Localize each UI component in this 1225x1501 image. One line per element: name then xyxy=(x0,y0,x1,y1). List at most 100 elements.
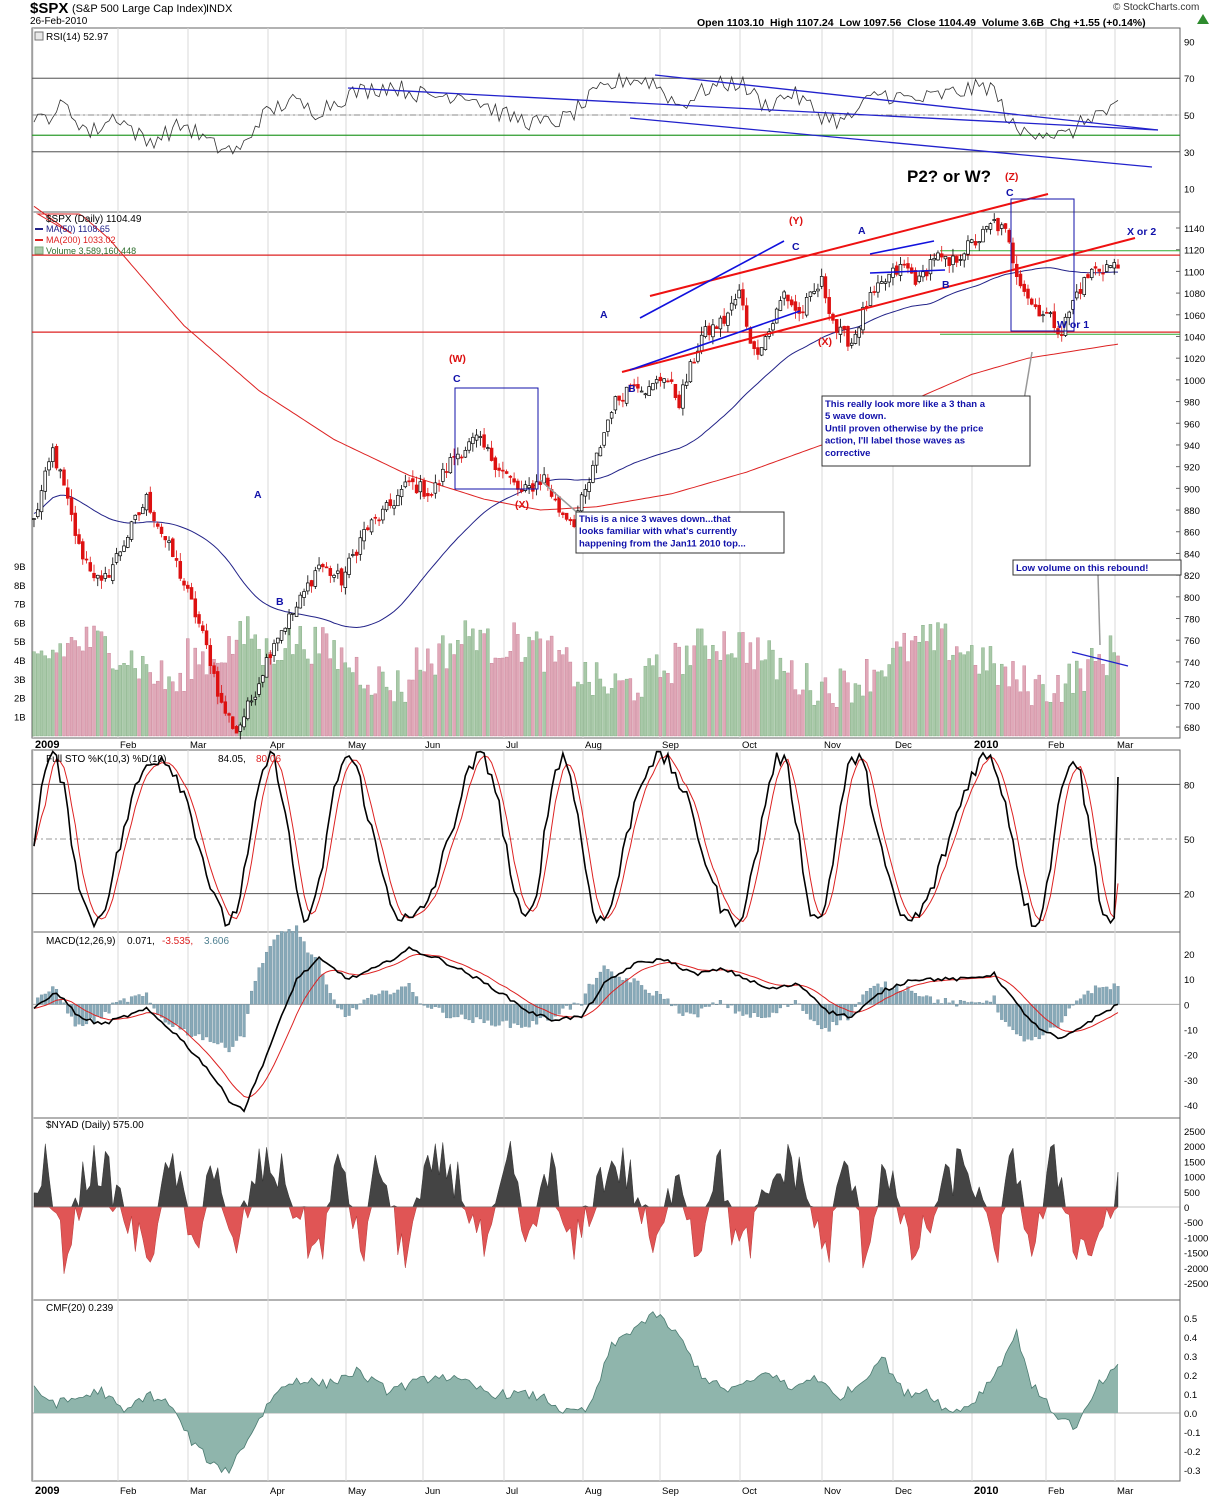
volume-bar xyxy=(771,649,775,737)
volume-bar xyxy=(197,664,201,737)
volume-bar xyxy=(1056,675,1060,737)
macd-histogram-bar xyxy=(336,1004,340,1009)
macd-histogram-bar xyxy=(606,969,610,1005)
candle-body xyxy=(759,347,764,356)
candle-body xyxy=(459,456,464,459)
volume-bar xyxy=(246,616,250,737)
channel-blue-2 xyxy=(629,310,801,371)
macd-tick: -20 xyxy=(1184,1051,1198,1062)
macd-histogram-bar xyxy=(940,1003,944,1005)
volume-bar xyxy=(343,662,348,737)
rsi-tick: 50 xyxy=(1184,111,1195,122)
macd-histogram-bar xyxy=(137,994,141,1005)
macd-histogram-bar xyxy=(1000,1004,1004,1020)
candle-body xyxy=(917,275,921,282)
macd-histogram-bar xyxy=(1116,986,1120,1005)
month-label: 2009 xyxy=(35,1485,59,1497)
nyad-tick: 2000 xyxy=(1184,1142,1205,1153)
candle-body xyxy=(73,512,78,536)
volume-bar xyxy=(643,665,648,737)
candle-body xyxy=(602,432,606,446)
macd-tick: -30 xyxy=(1184,1076,1198,1087)
candle-body xyxy=(429,494,434,496)
macd-histogram-bar xyxy=(400,986,404,1005)
volume-bar xyxy=(797,694,801,737)
candle-body xyxy=(257,683,261,695)
candle-body xyxy=(1029,298,1034,305)
volume-bar xyxy=(729,653,734,737)
macd-histogram-bar xyxy=(625,978,629,1005)
sto-panel xyxy=(31,749,1181,933)
macd-histogram-bar xyxy=(325,984,329,1005)
candle-body xyxy=(861,307,865,331)
volume-bar xyxy=(84,626,89,737)
candle-body xyxy=(643,393,648,396)
candle-body xyxy=(69,497,74,515)
nyad-tick: -2000 xyxy=(1184,1264,1208,1275)
volume-bar xyxy=(988,646,993,737)
candle-body xyxy=(681,384,685,409)
volume-bar xyxy=(925,641,929,737)
volume-bar xyxy=(591,695,595,737)
volume-bar xyxy=(1018,691,1023,737)
candle-body xyxy=(591,464,595,483)
volume-bar xyxy=(947,660,951,737)
macd-histogram-bar xyxy=(955,1004,959,1007)
macd-histogram-bar xyxy=(688,1004,692,1014)
candle-body xyxy=(358,537,363,555)
macd-histogram-bar xyxy=(880,987,884,1005)
volume-bar xyxy=(92,625,96,737)
volume-bar xyxy=(324,633,329,737)
rsi-trendline-2 xyxy=(654,74,1159,131)
candle-body xyxy=(309,580,314,587)
volume-bar xyxy=(894,641,899,737)
volume-bar xyxy=(489,663,494,737)
candle-body xyxy=(744,305,749,327)
candle-body xyxy=(1112,262,1116,269)
macd-histogram-bar xyxy=(538,1004,542,1019)
candle-body xyxy=(392,505,396,509)
candle-body xyxy=(298,594,303,609)
candle-body xyxy=(302,591,306,598)
candle-body xyxy=(921,271,925,278)
macd-histogram-bar xyxy=(805,1004,809,1014)
macd-histogram-bar xyxy=(726,1004,730,1009)
volume-bar xyxy=(182,691,186,737)
volume-bar xyxy=(212,659,216,737)
volume-bar xyxy=(437,643,441,737)
candle-body xyxy=(692,361,696,364)
volume-bar xyxy=(486,628,490,737)
wave-label-red: (Z) xyxy=(1005,171,1018,183)
rsi-line xyxy=(33,72,1119,155)
macd-tick: -10 xyxy=(1184,1026,1198,1037)
macd-histogram-bar xyxy=(523,1004,527,1027)
candle-body xyxy=(1108,265,1113,268)
month-label: Jun xyxy=(425,740,440,751)
volume-bar xyxy=(759,660,764,737)
macd-histogram-bar xyxy=(478,1004,482,1020)
macd-histogram-bar xyxy=(238,1004,242,1037)
volume-bar xyxy=(272,663,276,737)
wave-label-blue: C xyxy=(1006,187,1014,199)
macd-histogram-bar xyxy=(981,1002,985,1005)
candle-body xyxy=(156,523,160,527)
candle-body xyxy=(872,291,876,293)
volume-bar xyxy=(767,640,771,737)
volume-bar xyxy=(726,654,730,737)
macd-histogram-bar xyxy=(99,1004,104,1019)
macd-histogram-bar xyxy=(1075,1000,1079,1005)
price-tick: 1020 xyxy=(1184,354,1205,365)
macd-histogram-bar xyxy=(512,1004,516,1024)
volume-bar xyxy=(1037,674,1041,737)
volume-bar xyxy=(399,691,404,737)
candle-body xyxy=(414,484,419,494)
macd-histogram-bar xyxy=(808,1004,812,1020)
nyad-tick: 2500 xyxy=(1184,1127,1205,1138)
candle-body xyxy=(842,325,846,330)
candle-body xyxy=(122,545,126,552)
macd-histogram-bar xyxy=(868,988,872,1005)
candle-body xyxy=(1041,314,1045,317)
candle-body xyxy=(658,376,663,382)
volume-bar xyxy=(684,645,689,737)
volume-bar xyxy=(279,660,284,737)
